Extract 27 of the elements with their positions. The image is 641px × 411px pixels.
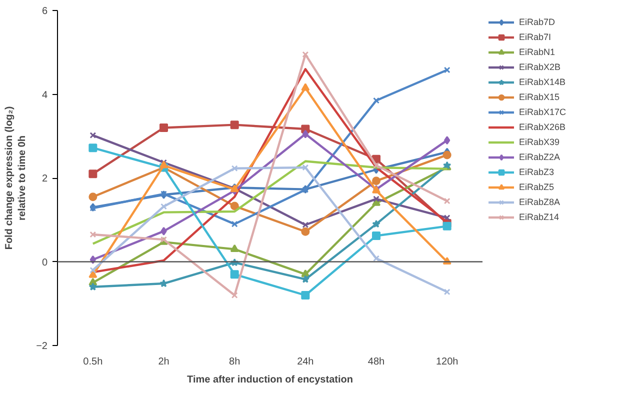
y-tick-label: −2	[36, 341, 48, 352]
legend-label: EiRabZ8A	[519, 197, 560, 207]
x-tick-label: 48h	[368, 356, 385, 368]
y-tick-label: 4	[42, 90, 48, 101]
legend-label: EiRabX15	[519, 92, 560, 102]
x-axis-title: Time after induction of encystation	[187, 374, 353, 386]
legend-label: EiRabZ14	[519, 212, 560, 222]
y-axis-title: Fold change expression (log₂) relative to time 0h	[4, 106, 28, 250]
legend-label: EiRabZ5	[519, 182, 554, 192]
x-tick-label: 8h	[229, 356, 240, 368]
x-tick-label: 24h	[297, 356, 314, 368]
legend-label: EiRabX39	[519, 137, 560, 147]
x-tick-label: 120h	[436, 356, 458, 368]
legend-label: EiRabX2B	[519, 62, 561, 72]
x-tick-label: 2h	[158, 356, 170, 368]
legend-label: EiRab7D	[519, 17, 556, 27]
legend-label: EiRabZ3	[519, 167, 554, 177]
legend-label: EiRabX26B	[519, 122, 566, 132]
y-tick-label: 0	[42, 257, 48, 268]
y-tick-label: 6	[42, 6, 48, 17]
legend-label: EiRabX14B	[519, 77, 566, 87]
legend-label: EiRab7I	[519, 32, 552, 42]
legend-label: EiRabN1	[519, 47, 556, 57]
y-tick-label: 2	[42, 174, 48, 184]
legend-label: EiRabX17C	[519, 107, 566, 117]
legend-label: EiRabZ2A	[519, 152, 560, 162]
x-tick-label: 0.5h	[83, 356, 103, 368]
